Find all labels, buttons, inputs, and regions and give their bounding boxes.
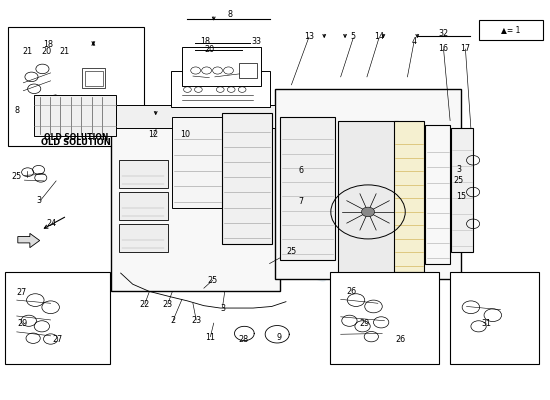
Text: 10: 10 (180, 130, 190, 138)
Text: 5: 5 (351, 32, 356, 41)
Bar (338, 120, 398, 280)
Polygon shape (18, 233, 40, 248)
Bar (85, 70, 103, 86)
Text: 25: 25 (454, 176, 464, 186)
Bar (280, 116, 335, 260)
Text: 17: 17 (460, 44, 470, 53)
Bar (119, 192, 168, 220)
Text: 21: 21 (23, 47, 32, 56)
Text: 25: 25 (207, 276, 218, 285)
Bar (171, 71, 270, 107)
Text: 18: 18 (43, 40, 53, 49)
Text: 7: 7 (299, 197, 304, 206)
Text: OLD SOLUTION: OLD SOLUTION (43, 133, 108, 142)
Bar (426, 124, 450, 264)
Text: 3: 3 (456, 164, 461, 174)
Text: parts: parts (274, 256, 331, 287)
Bar (275, 89, 461, 280)
Text: 3: 3 (36, 196, 41, 205)
Text: 29: 29 (17, 320, 28, 328)
Text: 2: 2 (170, 316, 176, 325)
Text: 20: 20 (204, 45, 215, 54)
Bar (182, 47, 261, 86)
Text: 22: 22 (140, 300, 150, 309)
Text: 13: 13 (304, 32, 314, 41)
Text: 25: 25 (287, 247, 296, 256)
Bar (478, 20, 543, 40)
Text: OLD SOLUTION: OLD SOLUTION (41, 138, 111, 146)
Bar (119, 224, 168, 252)
Bar (394, 120, 425, 272)
Text: 6: 6 (299, 166, 304, 175)
Bar (239, 62, 257, 78)
Text: 14: 14 (374, 32, 384, 41)
Bar (34, 95, 116, 136)
Text: ▲= 1: ▲= 1 (501, 25, 520, 34)
Text: 8: 8 (228, 10, 233, 19)
Text: a parts.com: a parts.com (191, 191, 359, 257)
Text: 20: 20 (41, 47, 51, 56)
Bar (82, 68, 106, 88)
Text: 26: 26 (396, 335, 406, 344)
Bar (116, 105, 275, 128)
Text: 9: 9 (277, 333, 282, 342)
Text: 15: 15 (456, 192, 466, 200)
Text: 29: 29 (360, 320, 370, 328)
Text: 16: 16 (438, 44, 449, 53)
Bar (172, 116, 224, 208)
Text: 8: 8 (14, 106, 19, 115)
Bar (222, 113, 272, 244)
Bar (119, 160, 168, 188)
Text: 11: 11 (206, 333, 216, 342)
Text: 27: 27 (52, 335, 62, 344)
Text: 3: 3 (220, 304, 225, 312)
Text: 31: 31 (481, 320, 491, 328)
Text: 25: 25 (12, 172, 22, 182)
Text: 24: 24 (47, 219, 57, 228)
Text: 33: 33 (251, 38, 261, 46)
Bar (450, 272, 539, 364)
Text: 28: 28 (238, 335, 248, 344)
Text: 27: 27 (16, 288, 26, 297)
Bar (111, 113, 280, 291)
Text: 21: 21 (59, 47, 69, 56)
Circle shape (361, 207, 375, 217)
Text: 32: 32 (438, 29, 449, 38)
Bar (4, 272, 110, 364)
Text: 18: 18 (200, 38, 210, 46)
Bar (329, 272, 439, 364)
Text: 12: 12 (148, 130, 158, 138)
Text: 23: 23 (163, 300, 173, 309)
Text: 23: 23 (191, 316, 201, 325)
Bar (8, 27, 144, 146)
Text: 4: 4 (411, 37, 416, 46)
Text: 26: 26 (346, 287, 356, 296)
Bar (451, 128, 473, 252)
